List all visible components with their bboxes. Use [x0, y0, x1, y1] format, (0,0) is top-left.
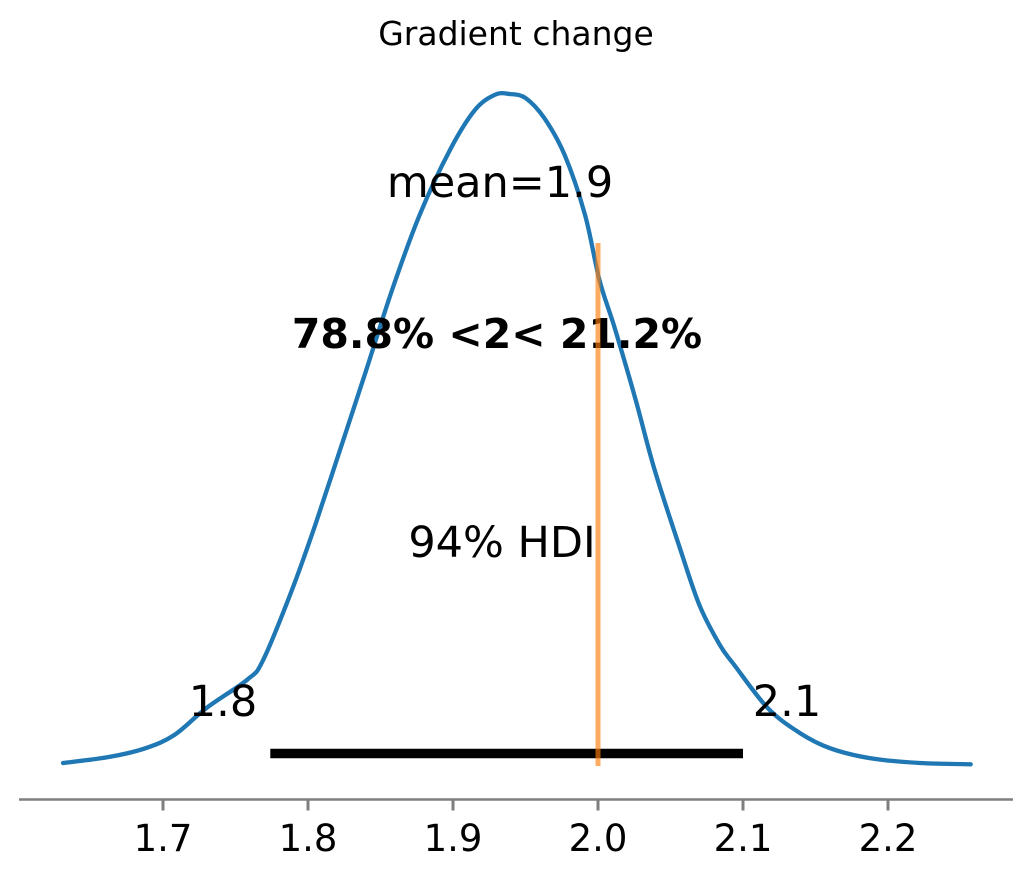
- kde-curve-layer: [60, 90, 973, 767]
- mean-label: mean=1.9: [387, 158, 613, 208]
- x-tick-label: 2.2: [859, 817, 918, 860]
- x-tick-label: 2.1: [714, 817, 773, 860]
- hdi-upper-label: 2.1: [753, 677, 821, 727]
- kde-curve: [60, 90, 973, 767]
- x-axis: 1.7 1.8 1.9 2.0 2.1 2.2: [19, 798, 1013, 860]
- plot-title: Gradient change: [378, 14, 654, 53]
- x-tick-label: 1.7: [134, 817, 193, 860]
- x-tick-label: 1.9: [424, 817, 483, 860]
- x-tick-label: 2.0: [569, 817, 628, 860]
- x-tick-label: 1.8: [279, 817, 338, 860]
- hdi-label: 94% HDI: [408, 518, 595, 568]
- reference-probability-label: 78.8% <2< 21.2%: [292, 310, 702, 358]
- hdi-lower-label: 1.8: [189, 677, 257, 727]
